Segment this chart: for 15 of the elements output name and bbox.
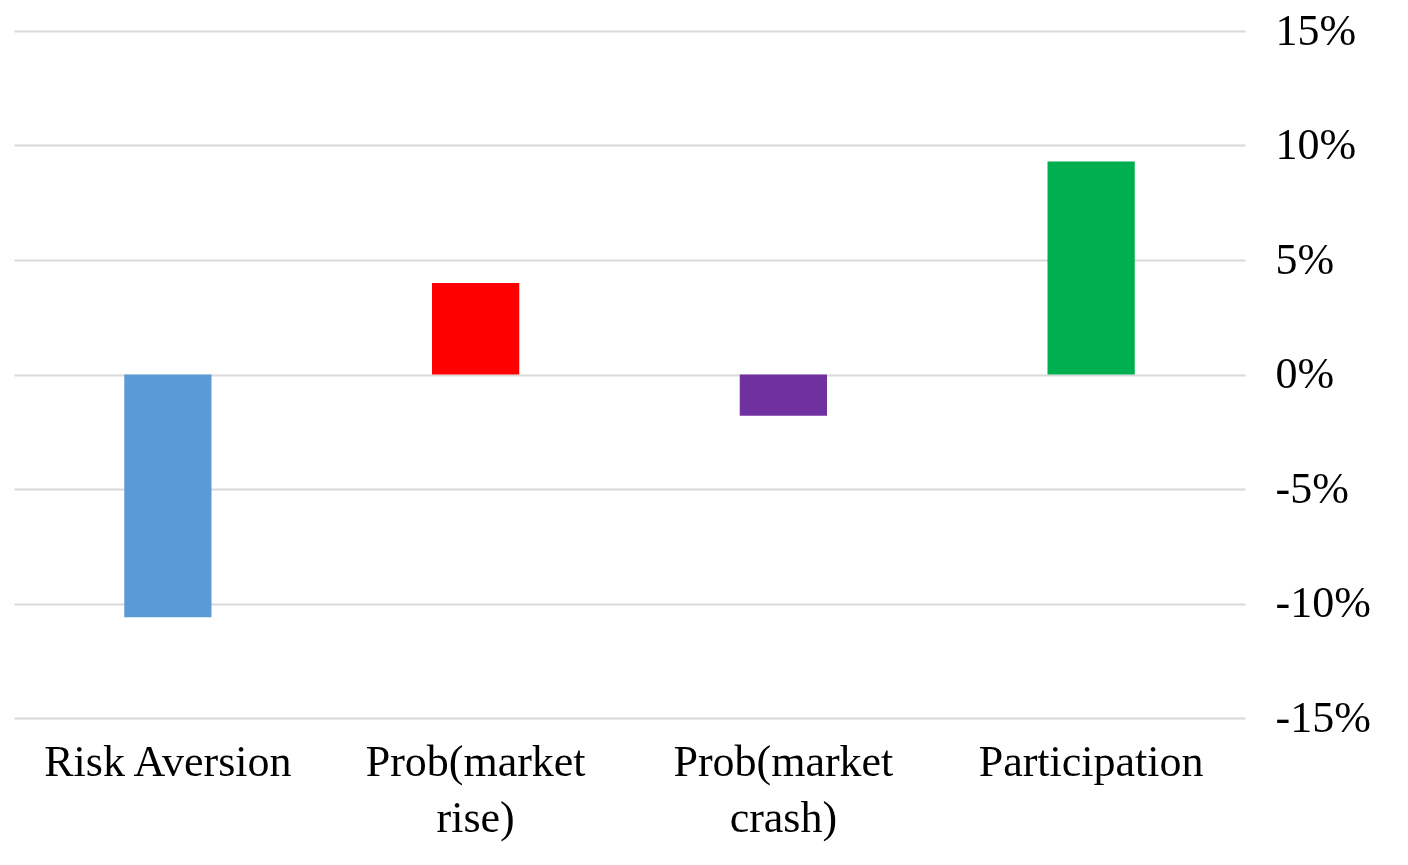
y-tick-label: -15% (1275, 692, 1371, 742)
bar (739, 374, 827, 416)
x-tick-label: Prob(market crash) (673, 736, 894, 842)
y-tick-label: 15% (1275, 5, 1357, 55)
y-tick-label: -5% (1275, 463, 1349, 513)
x-tick-label: Participation (978, 736, 1204, 786)
y-tick-label: 5% (1275, 234, 1335, 284)
bar (432, 282, 520, 375)
x-tick-label: Prob(market rise) (365, 736, 586, 842)
x-tick-label: Risk Aversion (44, 736, 292, 786)
bar (124, 374, 212, 618)
y-tick-label: 10% (1275, 120, 1357, 169)
bar (1047, 161, 1135, 375)
y-tick-label: -10% (1275, 578, 1371, 627)
y-tick-label: 0% (1275, 349, 1335, 398)
